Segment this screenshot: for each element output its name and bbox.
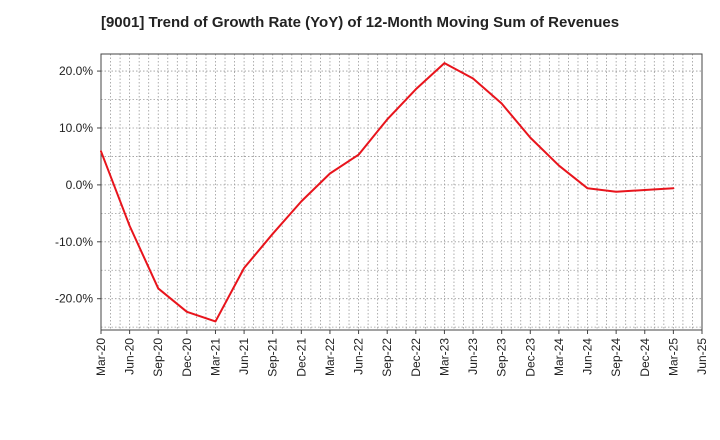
x-tick-label: Mar-24 — [552, 338, 566, 376]
x-tick-label: Mar-23 — [437, 338, 451, 376]
x-tick-label: Dec-22 — [409, 338, 423, 377]
x-tick-label: Dec-21 — [294, 338, 308, 377]
plot-frame — [100, 53, 703, 331]
x-tick-label: Mar-21 — [208, 338, 222, 376]
y-tick-label: -10.0% — [55, 235, 93, 249]
x-tick-label: Mar-22 — [323, 338, 337, 376]
x-tick-label: Jun-22 — [352, 338, 366, 375]
x-tick-label: Dec-24 — [638, 338, 652, 377]
plot-area — [101, 54, 702, 330]
x-tick-label: Dec-20 — [180, 338, 194, 377]
x-tick-label: Mar-25 — [666, 338, 680, 376]
x-tick-label: Jun-24 — [581, 338, 595, 375]
x-tick-label: Sep-22 — [380, 338, 394, 377]
y-tick-label: 10.0% — [59, 121, 93, 135]
y-tick-label: 20.0% — [59, 64, 93, 78]
x-tick-label: Sep-20 — [151, 338, 165, 377]
series-line — [100, 62, 675, 323]
x-tick-label: Sep-23 — [495, 338, 509, 377]
x-tick-label: Jun-23 — [466, 338, 480, 375]
y-tick-label: -20.0% — [55, 292, 93, 306]
x-tick-label: Jun-21 — [237, 338, 251, 375]
x-tick-label: Jun-20 — [123, 338, 137, 375]
x-tick-label: Jun-25 — [695, 338, 709, 375]
y-tick-label: 0.0% — [66, 178, 94, 192]
x-tick-label: Sep-24 — [609, 338, 623, 377]
x-tick-label: Sep-21 — [266, 338, 280, 377]
x-tick-label: Mar-20 — [94, 338, 108, 376]
chart-title: [9001] Trend of Growth Rate (YoY) of 12-… — [100, 14, 620, 31]
x-tick-label: Dec-23 — [523, 338, 537, 377]
